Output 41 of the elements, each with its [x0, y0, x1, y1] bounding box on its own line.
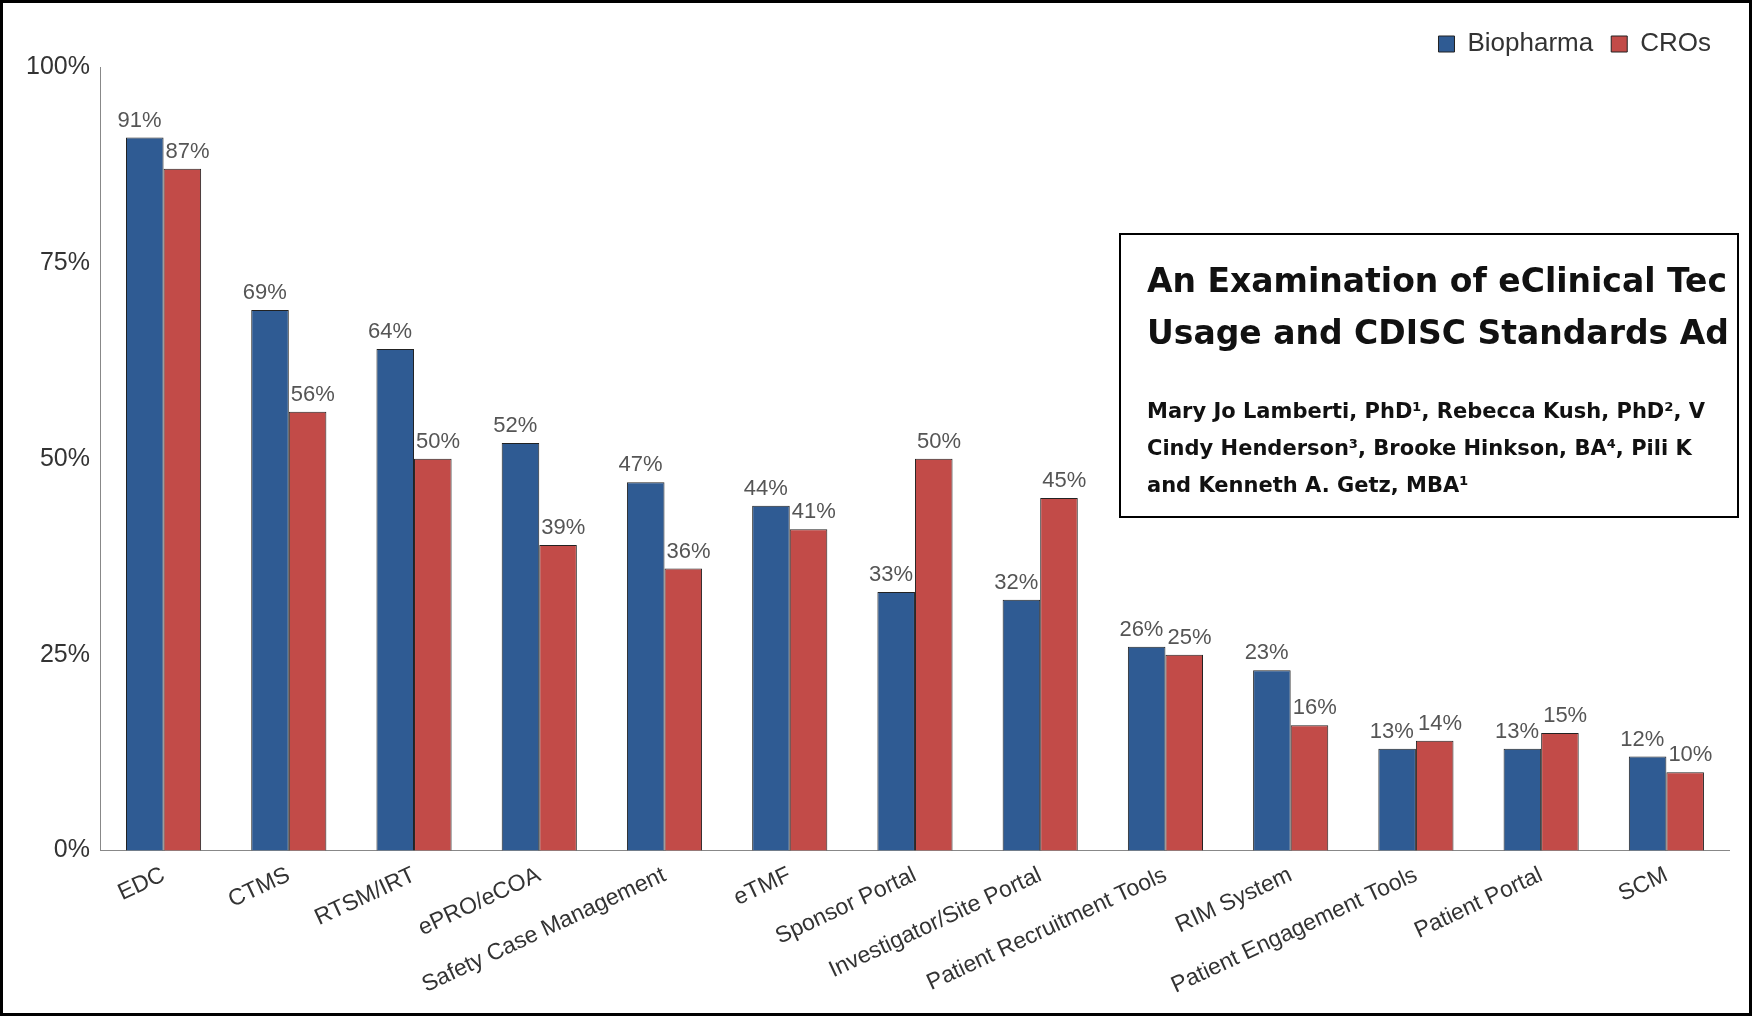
data-label: 15%: [1543, 702, 1588, 728]
data-label: 56%: [290, 380, 335, 406]
data-label: 12%: [1620, 725, 1665, 751]
y-tick-label: 75%: [39, 246, 90, 275]
data-label: 23%: [1244, 639, 1289, 665]
y-tick-label: 0%: [53, 834, 90, 863]
data-label: 41%: [791, 498, 836, 524]
data-label: 36%: [666, 537, 711, 563]
data-label: 33%: [868, 561, 913, 587]
y-tick-label: 50%: [39, 442, 90, 471]
annotation: An Examination of eClinical Tec: [1147, 260, 1729, 302]
x-tick-label: SCM: [1613, 860, 1672, 906]
data-label: 69%: [242, 278, 287, 304]
data-label: 64%: [367, 318, 413, 344]
data-label: 50%: [916, 427, 962, 453]
data-label: 45%: [1042, 466, 1087, 492]
annotation: Usage and CDISC Standards Ad: [1147, 312, 1730, 354]
annotation: Cindy Henderson³, Brooke Hinkson, BA⁴, Pili K: [1147, 435, 1693, 462]
annotation: and Kenneth A. Getz, MBA¹: [1147, 472, 1470, 499]
data-label: 13%: [1369, 717, 1414, 743]
x-tick-label: EDC: [113, 860, 169, 905]
data-label: 87%: [165, 137, 210, 163]
data-label: 91%: [117, 106, 162, 132]
annotation: Mary Jo Lamberti, PhD¹, Rebecca Kush, PhD², V: [1147, 398, 1706, 425]
data-label: 32%: [994, 568, 1039, 594]
data-label: 13%: [1495, 717, 1540, 743]
legend-label: CROs: [1640, 27, 1711, 58]
data-label: 52%: [493, 412, 538, 438]
data-label: 10%: [1668, 741, 1713, 767]
data-label: 50%: [416, 427, 461, 453]
x-tick-label: CTMS: [223, 860, 294, 912]
data-label: 25%: [1167, 623, 1212, 649]
data-label: 14%: [1417, 709, 1462, 735]
y-tick-label: 100%: [25, 50, 90, 79]
data-label: 26%: [1119, 615, 1164, 641]
y-tick-label: 25%: [39, 638, 90, 667]
legend-label: Biopharma: [1467, 27, 1594, 58]
data-label: 44%: [743, 474, 788, 500]
data-label: 39%: [541, 514, 586, 539]
data-label: 16%: [1292, 694, 1337, 720]
data-label: 47%: [618, 451, 663, 477]
